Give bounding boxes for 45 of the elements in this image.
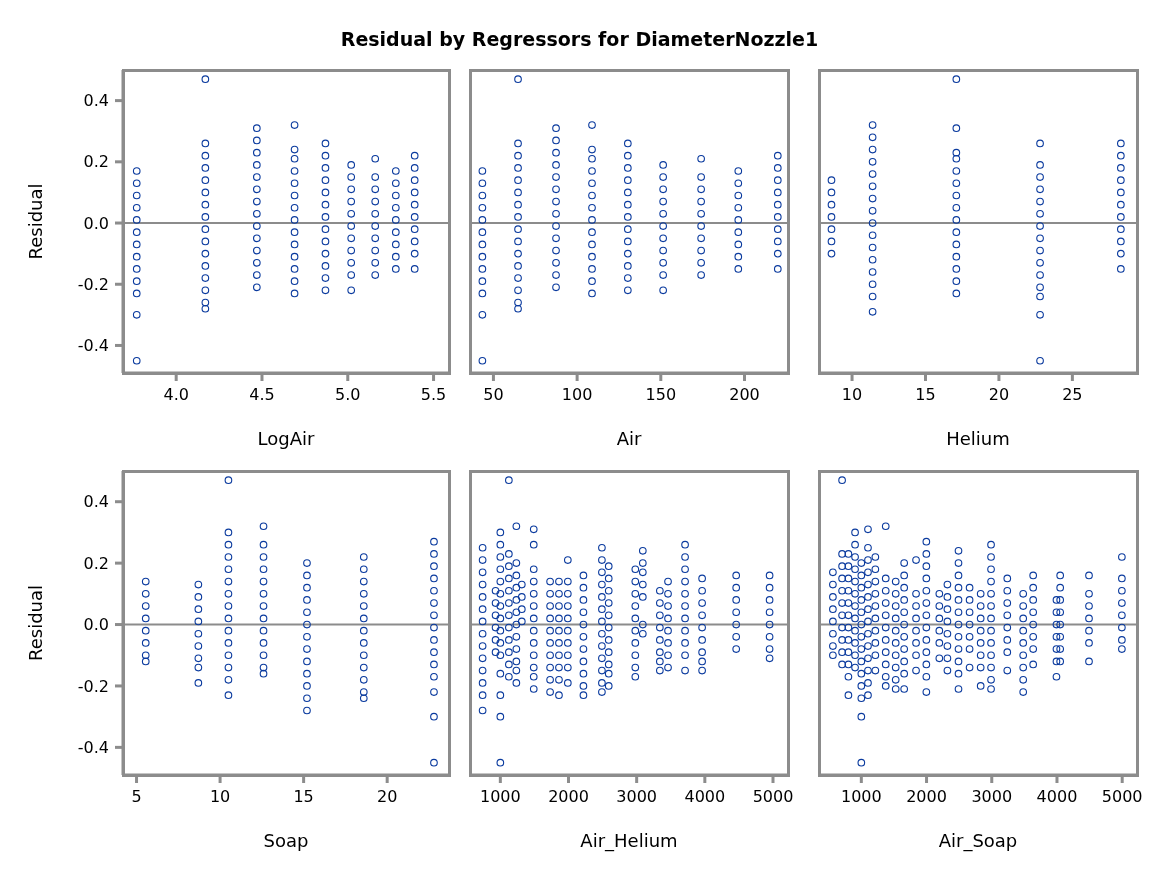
y-axis-title: Residual — [25, 584, 47, 662]
x-tick-label: 5000 — [1101, 787, 1143, 807]
y-tick-label: -0.2 — [77, 676, 109, 696]
x-tick-label: 10 — [841, 385, 863, 405]
x-tick-label: 4000 — [1036, 787, 1078, 807]
y-tick-label: 0.4 — [83, 492, 109, 512]
x-tick-label: 3000 — [616, 787, 658, 807]
x-tick-label: 4000 — [684, 787, 726, 807]
x-tick-label: 4.0 — [163, 385, 189, 405]
x-tick-label: 100 — [561, 385, 593, 405]
x-axis-title: Helium — [946, 428, 1010, 449]
x-tick-label: 25 — [1062, 385, 1083, 405]
x-tick-label: 20 — [988, 385, 1010, 405]
x-axis-title: Air_Soap — [938, 830, 1018, 852]
x-axis-title: Soap — [263, 830, 309, 851]
text: Residual by Regressors for DiameterNozzle1 — [339, 28, 820, 50]
x-tick-label: 200 — [729, 385, 760, 405]
x-tick-label: 5.5 — [420, 385, 447, 405]
x-tick-label: 50 — [483, 385, 504, 405]
x-tick-label: 5000 — [752, 787, 794, 807]
y-tick-label: 0.4 — [83, 91, 109, 111]
y-tick-label: 0.0 — [83, 213, 109, 233]
x-tick-label: 3000 — [971, 787, 1013, 807]
x-axis-title: LogAir — [257, 428, 316, 449]
y-tick-label: -0.4 — [77, 336, 109, 356]
x-tick-label: 5.0 — [335, 385, 361, 405]
x-tick-label: 20 — [377, 787, 398, 807]
x-axis-title: Air — [616, 428, 642, 449]
x-tick-label: 150 — [645, 385, 677, 405]
x-tick-label: 15 — [293, 787, 314, 807]
x-tick-label: 1000 — [479, 787, 521, 807]
y-axis-title: Residual — [25, 183, 47, 260]
y-tick-label: -0.4 — [77, 738, 109, 758]
x-tick-label: 1000 — [840, 787, 882, 807]
y-tick-label: 0.2 — [83, 553, 109, 573]
x-tick-label: 15 — [915, 385, 936, 405]
x-tick-label: 4.5 — [249, 385, 275, 405]
x-tick-label: 2000 — [906, 787, 947, 807]
x-axis-title: Air_Helium — [580, 830, 678, 852]
y-tick-label: -0.2 — [77, 274, 109, 294]
y-tick-label: 0.2 — [83, 152, 109, 172]
x-tick-label: 2000 — [548, 787, 589, 807]
y-tick-label: 0.0 — [83, 615, 109, 635]
x-tick-label: 5 — [131, 787, 142, 807]
x-tick-label: 10 — [209, 787, 231, 807]
